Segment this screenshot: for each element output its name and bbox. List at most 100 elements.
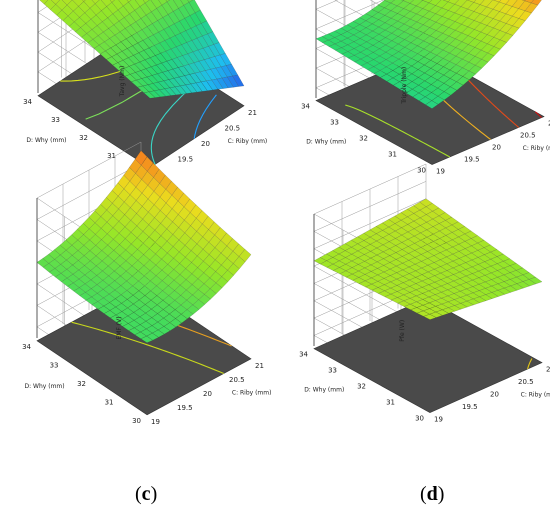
z-axis-label: EMF (V) bbox=[116, 316, 123, 339]
surface-patch bbox=[180, 0, 190, 6]
contour-line bbox=[150, 81, 198, 165]
surface-patch bbox=[232, 74, 245, 87]
y-tick-label: 32 bbox=[359, 135, 368, 143]
contour-line bbox=[345, 104, 451, 158]
x-tick-label: 19.5 bbox=[464, 156, 480, 164]
contour-line bbox=[534, 111, 542, 118]
x-tick-label: 21 bbox=[248, 109, 257, 117]
x-tick-label: 20 bbox=[201, 140, 210, 148]
x-tick-label: 21 bbox=[255, 362, 264, 370]
y-tick-label: 31 bbox=[388, 151, 397, 159]
surface-patch bbox=[187, 0, 194, 3]
surface-patch bbox=[159, 174, 172, 190]
x-tick-label: 20.5 bbox=[518, 378, 534, 386]
y-tick-label: 33 bbox=[51, 116, 60, 124]
chart-panel-c: 4104204304404504604701919.52020.52130313… bbox=[22, 141, 271, 505]
surface-patch bbox=[126, 0, 132, 3]
y-tick-label: 31 bbox=[386, 399, 395, 407]
response-surface bbox=[36, 150, 252, 343]
floor-axes: 19 19.5 20 20.5 21 30 31 32 33 34 C: Riby (mm) D: W… bbox=[22, 316, 271, 425]
y-tick-label: 31 bbox=[107, 152, 116, 160]
response-surface bbox=[315, 0, 542, 109]
surface-patch bbox=[458, 226, 472, 235]
floor-axes: 19 19.5 20 20.5 21 30 31 32 33 34 C: Riby (mm) D: W… bbox=[299, 320, 550, 424]
surface-patch bbox=[447, 0, 459, 5]
surface-patch bbox=[128, 0, 141, 11]
contour-line bbox=[527, 358, 533, 370]
surface-patch bbox=[521, 0, 526, 2]
panel-caption: (c) bbox=[135, 483, 157, 505]
panel-caption: (d) bbox=[420, 483, 444, 505]
surface-patch bbox=[220, 232, 233, 247]
y-tick-label: 34 bbox=[301, 103, 310, 111]
x-tick-label: 20 bbox=[490, 391, 499, 399]
surface-patch bbox=[72, 0, 85, 7]
surface-patch bbox=[473, 0, 485, 5]
y-tick-label: 30 bbox=[415, 415, 424, 423]
surface-patch bbox=[509, 263, 524, 271]
y-tick-label: 32 bbox=[79, 134, 88, 142]
x-axis-label: C: Riby (mm) bbox=[228, 138, 268, 145]
y-axis-label: D: Why (mm) bbox=[26, 137, 66, 144]
y-tick-label: 34 bbox=[22, 343, 31, 351]
surface-patch bbox=[61, 0, 73, 6]
y-tick-label: 33 bbox=[50, 361, 59, 369]
surface-patch bbox=[82, 0, 86, 2]
x-axis-label: C: Riby (mm) bbox=[521, 392, 550, 399]
surface-patch bbox=[528, 277, 543, 285]
y-tick-label: 30 bbox=[417, 167, 426, 175]
surface-patch bbox=[91, 0, 100, 4]
y-tick-label: 34 bbox=[299, 351, 308, 359]
surface-patch bbox=[109, 0, 116, 3]
floor-contours bbox=[527, 358, 533, 370]
surface-patch bbox=[188, 0, 201, 14]
y-axis-label: D: Why (mm) bbox=[306, 138, 346, 145]
surface-patch bbox=[435, 0, 449, 9]
surface-patch bbox=[214, 227, 227, 241]
y-axis-label: D: Why (mm) bbox=[25, 383, 65, 390]
surface-patch bbox=[401, 0, 405, 1]
surface-patch bbox=[492, 0, 502, 3]
x-tick-label: 20 bbox=[203, 390, 212, 398]
surface-patch bbox=[498, 0, 510, 5]
surface-patch bbox=[522, 272, 536, 280]
x-tick-label: 20.5 bbox=[225, 124, 241, 132]
x-tick-label: 21 bbox=[546, 366, 550, 374]
x-axis-label: C: Riby (mm) bbox=[232, 389, 272, 396]
surface-patch bbox=[118, 0, 129, 7]
y-tick-label: 30 bbox=[132, 417, 141, 425]
y-tick-label: 32 bbox=[77, 380, 86, 388]
surface-patch bbox=[238, 249, 252, 263]
y-axis-label: D: Why (mm) bbox=[304, 386, 344, 393]
surface-patch bbox=[150, 0, 163, 9]
surface-patch bbox=[43, 0, 56, 10]
surface-patch bbox=[466, 0, 477, 3]
y-tick-label: 31 bbox=[105, 398, 114, 406]
surface-patch bbox=[100, 0, 113, 7]
contour-line bbox=[71, 321, 224, 374]
surface-patch bbox=[422, 0, 433, 4]
surface-patch bbox=[384, 0, 395, 4]
x-tick-label: 19.5 bbox=[178, 155, 194, 163]
x-tick-label: 20.5 bbox=[229, 376, 245, 384]
surface-patch bbox=[403, 0, 414, 4]
surface-patch bbox=[134, 0, 146, 7]
contour-line bbox=[193, 94, 217, 139]
y-tick-label: 32 bbox=[357, 383, 366, 391]
surface-patch bbox=[213, 42, 226, 56]
floor-axes: 19 19.5 20 20.5 21 30 31 32 33 34 C: Riby (mm) D: W… bbox=[301, 67, 550, 176]
surface-patch bbox=[490, 249, 504, 257]
y-tick-label: 34 bbox=[23, 98, 32, 106]
x-tick-label: 19.5 bbox=[462, 403, 478, 411]
x-tick-label: 19 bbox=[434, 416, 443, 424]
surface-patch bbox=[442, 0, 451, 3]
surface-patch bbox=[177, 192, 191, 208]
surface-patch bbox=[142, 0, 150, 4]
z-axis-label: Tripple (Nm) bbox=[401, 67, 408, 105]
response-surface bbox=[313, 198, 543, 320]
x-tick-label: 19.5 bbox=[177, 404, 193, 412]
chart-panel-a: 545556575859601919.52020.5213031323334C:… bbox=[23, 0, 267, 252]
surface-patch bbox=[531, 0, 542, 6]
